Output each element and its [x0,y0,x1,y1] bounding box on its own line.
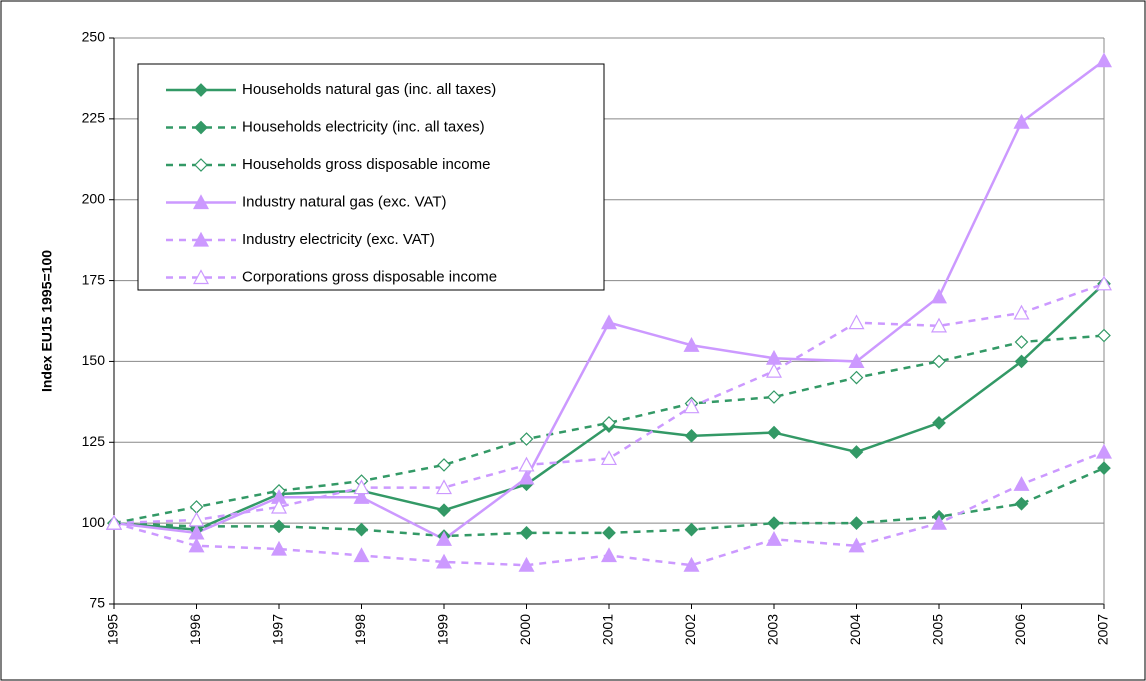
marker [194,158,208,172]
marker [930,288,948,304]
marker [765,362,783,378]
x-tick-label: 2004 [847,614,863,645]
marker [192,194,210,210]
x-tick-label: 1999 [435,614,451,645]
legend-label: Households natural gas (inc. all taxes) [242,81,496,98]
y-tick-label: 175 [82,271,106,287]
x-tick-label: 2006 [1012,614,1028,645]
y-tick-label: 100 [82,514,106,530]
y-tick-label: 250 [82,29,106,45]
marker [600,314,618,330]
marker [270,498,288,514]
marker [192,231,210,247]
marker [435,531,453,546]
x-tick-label: 2002 [682,614,698,645]
marker [683,336,700,352]
x-tick-label: 2007 [1095,614,1111,645]
marker [765,531,783,546]
marker [518,456,535,472]
marker [930,317,948,333]
marker [435,553,453,569]
marker [600,547,618,563]
x-tick-label: 1998 [352,614,368,645]
y-tick-label: 75 [89,595,105,611]
marker [353,547,370,563]
marker [849,516,864,530]
marker [848,314,865,330]
marker [932,416,946,430]
marker [932,354,946,369]
marker [683,556,700,572]
marker [519,525,534,540]
y-tick-label: 200 [82,190,106,206]
marker [194,120,208,135]
marker [930,514,948,530]
x-tick-label: 1997 [270,614,286,645]
x-tick-label: 1995 [105,614,121,645]
marker [684,428,699,443]
marker [602,525,616,540]
marker [270,540,288,556]
marker [1095,443,1113,459]
marker [1095,52,1113,68]
marker [849,370,864,385]
marker [1013,304,1030,320]
marker [600,450,618,466]
legend-label: Industry natural gas (exc. VAT) [242,193,447,210]
legend-label: Households electricity (inc. all taxes) [242,118,485,135]
marker [767,516,781,530]
marker [194,83,208,97]
marker [1013,476,1030,491]
y-tick-label: 125 [82,433,106,449]
marker [602,416,616,430]
marker [1097,461,1111,476]
marker [188,537,205,553]
marker [192,269,210,285]
marker [849,445,864,459]
marker [105,514,123,530]
marker [518,556,535,572]
legend-label: Households gross disposable income [242,156,490,173]
legend-label: Industry electricity (exc. VAT) [242,231,435,248]
marker [1014,335,1029,349]
marker [518,469,535,485]
marker [437,503,451,518]
marker [354,522,369,537]
marker [1014,354,1029,369]
marker [1097,328,1111,343]
legend-label: Corporations gross disposable income [242,268,497,285]
marker [848,537,865,553]
marker [684,522,699,537]
marker [435,479,453,495]
x-tick-label: 2000 [517,614,533,645]
marker [1095,275,1113,291]
marker [848,353,865,369]
marker [353,489,370,504]
marker [1014,496,1029,511]
marker [767,425,781,440]
y-axis-label: Index EU15 1995=100 [39,250,55,392]
x-tick-label: 2001 [600,614,616,645]
y-tick-label: 225 [82,110,106,126]
marker [272,519,286,534]
y-tick-label: 150 [82,352,106,368]
marker [767,390,781,404]
marker [188,511,205,527]
legend-box [137,63,605,291]
x-tick-label: 2003 [765,614,781,645]
marker [519,432,534,446]
marker [683,398,700,414]
x-tick-label: 1996 [187,614,203,645]
x-tick-label: 2005 [930,614,946,645]
marker [353,479,370,495]
marker [1013,113,1030,129]
marker [437,458,451,472]
